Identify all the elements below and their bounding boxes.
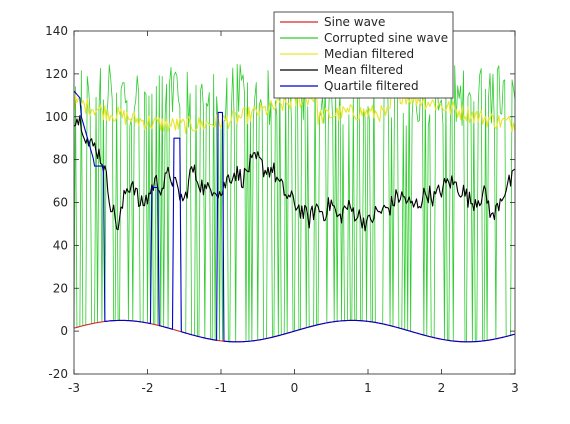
y-tick-label: 0 (60, 324, 68, 338)
legend: Sine wave Corrupted sine wave Median filte… (273, 11, 454, 99)
y-tick-label: 140 (45, 24, 68, 38)
x-tick-label: -3 (68, 381, 80, 395)
y-tick-label: 120 (45, 67, 68, 81)
legend-label: Sine wave (324, 15, 385, 29)
y-tick-label: 40 (53, 238, 68, 252)
y-tick-label: 20 (53, 281, 68, 295)
x-tick-label: 1 (364, 381, 372, 395)
x-tick-label: 2 (438, 381, 446, 395)
y-tick-label: -20 (48, 367, 68, 381)
x-tick-label: -1 (215, 381, 227, 395)
x-tick-label: 3 (511, 381, 519, 395)
x-tick-label: -2 (142, 381, 154, 395)
legend-label: Corrupted sine wave (324, 31, 448, 45)
x-tick-label: 0 (291, 381, 299, 395)
legend-label: Median filtered (324, 47, 414, 61)
y-tick-label: 100 (45, 110, 68, 124)
legend-box (273, 11, 454, 99)
legend-label: Quartile filtered (324, 79, 419, 93)
y-tick-label: 80 (53, 153, 68, 167)
series-line-quartile-filtered (73, 90, 516, 343)
y-tick-label: 60 (53, 196, 68, 210)
series-line-mean-filtered (73, 115, 516, 232)
legend-label: Mean filtered (324, 63, 403, 77)
